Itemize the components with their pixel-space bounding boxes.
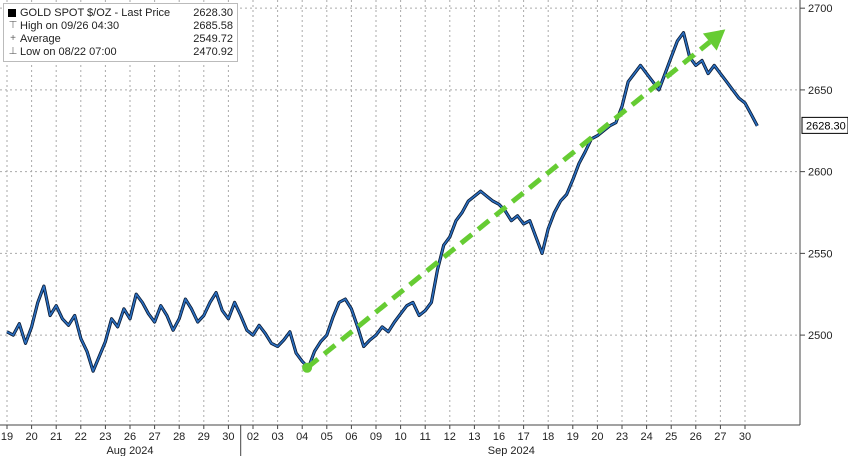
x-tick-label: 11 (419, 431, 430, 443)
legend-label: High on 09/26 04:30 (20, 19, 120, 32)
legend-value: 2685.58 (193, 19, 233, 32)
month-label: Aug 2024 (106, 445, 153, 456)
x-tick-label: 21 (50, 431, 62, 443)
x-tick-label: 06 (345, 431, 357, 443)
arrow-shaft (305, 40, 712, 370)
high-marker-icon: ⊤ (8, 20, 18, 31)
legend-entry-last-price: GOLD SPOT $/OZ - Last Price 2628.30 (8, 6, 233, 19)
x-tick-label: 10 (394, 431, 406, 443)
legend-value: 2470.92 (193, 45, 233, 58)
x-tick-label: 26 (690, 431, 702, 443)
x-tick-label: 19 (1, 431, 13, 443)
x-tick-label: 26 (124, 431, 136, 443)
plot-area (0, 0, 800, 425)
x-tick-label: 23 (616, 431, 628, 443)
legend-value: 2549.72 (193, 32, 233, 45)
series-swatch-icon (8, 8, 16, 17)
x-tick-label: 30 (739, 431, 751, 443)
x-tick-label: 23 (99, 431, 111, 443)
x-tick-label: 29 (198, 431, 210, 443)
x-tick-label: 17 (517, 431, 529, 443)
legend-value: 2628.30 (193, 6, 233, 19)
x-tick-label: 04 (296, 431, 308, 443)
low-marker-icon: ⊥ (8, 46, 18, 57)
series-line (6, 31, 759, 372)
legend-label: Low on 08/22 07:00 (20, 45, 117, 58)
x-tick-label: 12 (444, 431, 456, 443)
x-tick-label: 27 (714, 431, 726, 443)
average-marker-icon: + (10, 33, 16, 44)
last-price-box (801, 116, 848, 134)
x-tick-label: 13 (468, 431, 480, 443)
legend-entry-average: + Average 2549.72 (8, 32, 233, 45)
x-tick-label: 16 (493, 431, 505, 443)
x-tick-label: 24 (640, 431, 652, 443)
x-axis: 19 20 21 22 23 26 27 28 29 30 02 03 04 05 06 09 10 11 12 13… (0, 424, 800, 456)
y-axis: 2700 2650 2600 2550 2500 (799, 0, 832, 425)
x-tick-label: 30 (222, 431, 234, 443)
x-tick-label: 09 (370, 431, 382, 443)
x-tick-label: 27 (148, 431, 160, 443)
trend-arrow (302, 29, 726, 373)
legend: GOLD SPOT $/OZ - Last Price 2628.30 ⊤ Hi… (3, 3, 238, 62)
price-series (6, 31, 759, 373)
x-tick-label: 18 (542, 431, 554, 443)
y-tick-label: 2600 (808, 167, 832, 179)
month-label: Sep 2024 (488, 445, 535, 456)
last-price-label: 2628.30 (806, 120, 846, 132)
x-tick-label: 28 (173, 431, 185, 443)
legend-entry-low: ⊥ Low on 08/22 07:00 2470.92 (8, 45, 233, 58)
x-tick-label: 05 (321, 431, 333, 443)
x-tick-label: 20 (591, 431, 603, 443)
x-tick-label: 25 (665, 431, 677, 443)
y-tick-label: 2700 (808, 3, 832, 15)
x-tick-label: 02 (247, 431, 259, 443)
x-tick-label: 19 (567, 431, 579, 443)
legend-label: GOLD SPOT $/OZ - Last Price (20, 6, 171, 19)
x-tick-label: 03 (271, 431, 283, 443)
last-price-marker: 2628.30 (801, 116, 848, 134)
legend-label: Average (20, 32, 61, 45)
y-tick-label: 2500 (808, 330, 832, 342)
x-tick-label: 20 (25, 431, 37, 443)
y-tick-label: 2650 (808, 85, 832, 97)
x-tick-label: 22 (75, 431, 87, 443)
arrow-head (702, 29, 726, 51)
legend-entry-high: ⊤ High on 09/26 04:30 2685.58 (8, 19, 233, 32)
y-tick-label: 2550 (808, 248, 832, 260)
